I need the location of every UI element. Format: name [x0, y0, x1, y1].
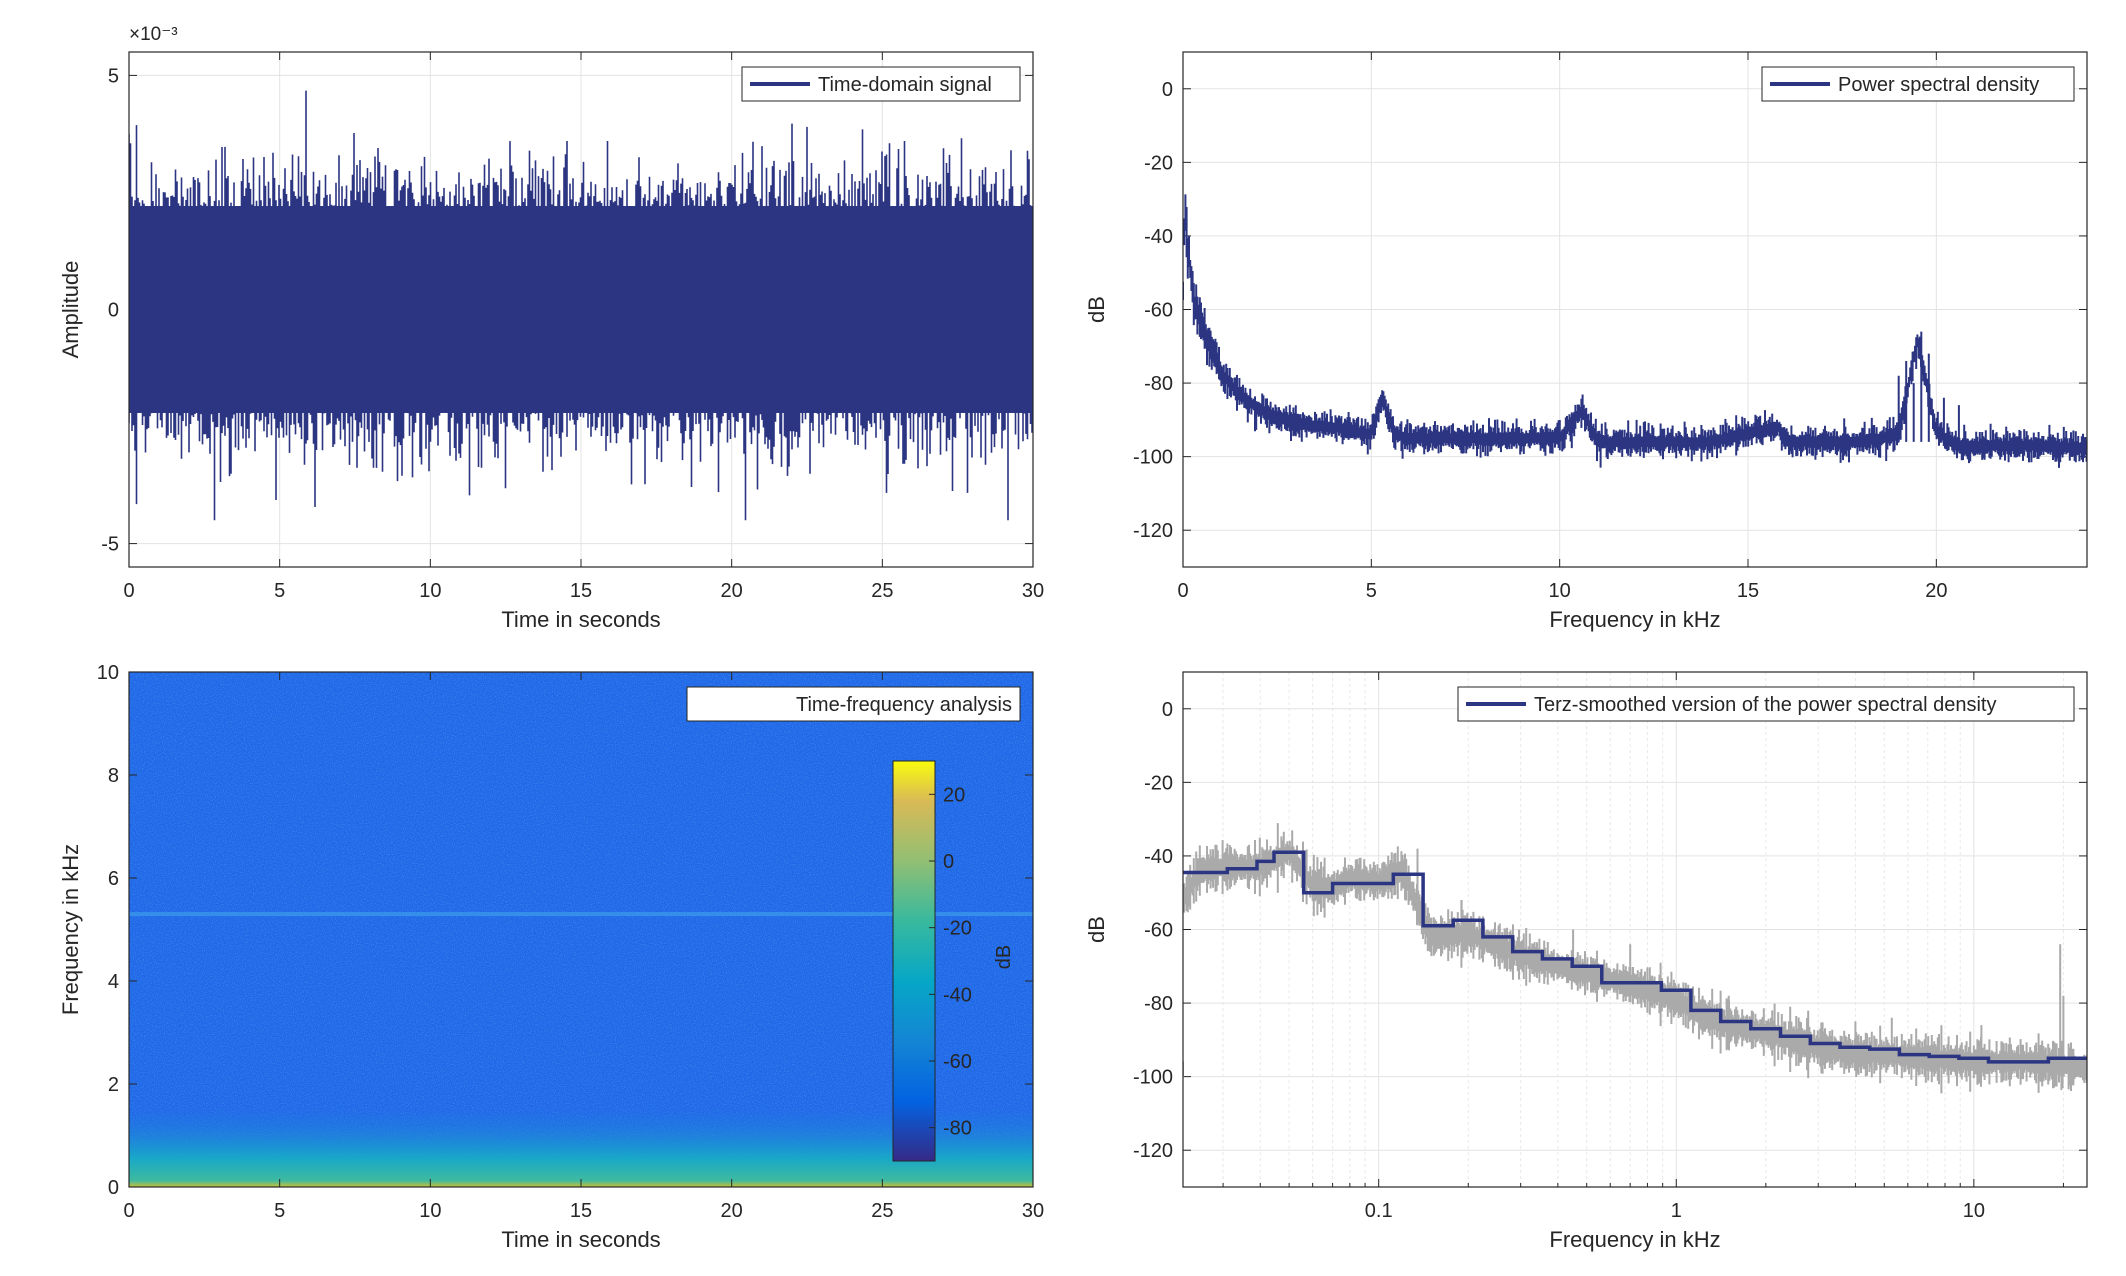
- y-tick-label: 5: [108, 65, 119, 87]
- x-axis-label: Time in seconds: [501, 1227, 660, 1252]
- x-axis-label: Frequency in kHz: [1549, 607, 1720, 632]
- y-tick-label: 0: [108, 300, 119, 322]
- colorbar-tick-label: 20: [943, 784, 965, 806]
- axes-box: [1182, 671, 2088, 1188]
- colorbar-tick-label: -20: [943, 918, 972, 940]
- x-tick-label: 10: [419, 1200, 441, 1222]
- y-tick-label: -80: [1144, 373, 1173, 395]
- y-tick-label: -40: [1144, 846, 1173, 868]
- legend-entry: Terz-smoothed version of the power spect…: [1534, 694, 1996, 716]
- terz-smoothed-line: [1183, 850, 2087, 1064]
- y-axis-label: Frequency in kHz: [58, 844, 83, 1015]
- x-tick-label: 0.1: [1365, 1200, 1393, 1222]
- y-tick-label: 2: [108, 1074, 119, 1096]
- axes-box: [128, 51, 1034, 568]
- x-tick-label: 15: [570, 1200, 592, 1222]
- y-tick-label: -20: [1144, 772, 1173, 794]
- y-tick-label: -60: [1144, 300, 1173, 322]
- legend-box: [686, 686, 1021, 722]
- x-tick-label: 10: [419, 580, 441, 602]
- x-tick-label: 5: [1366, 580, 1377, 602]
- colorbar-tick-label: -40: [943, 984, 972, 1006]
- x-tick-label: 5: [274, 1200, 285, 1222]
- x-tick-label: 25: [871, 580, 893, 602]
- y-tick-label: -20: [1144, 152, 1173, 174]
- signal-envelope: [129, 90, 1033, 521]
- x-tick-label: 0: [123, 1200, 134, 1222]
- x-tick-label: 20: [721, 580, 743, 602]
- y-tick-label: 8: [108, 765, 119, 787]
- colorbar-tick-label: -60: [943, 1051, 972, 1073]
- psd-panel: 0 5 10 15 20 0 -20 -40 -60 -80 -100 -120 Frequency i…: [1084, 51, 2088, 632]
- y-tick-label: -100: [1133, 1067, 1173, 1089]
- y-tick-label: -100: [1133, 447, 1173, 469]
- x-tick-label: 20: [1925, 580, 1947, 602]
- axes-box: [1182, 51, 2088, 568]
- x-tick-label: 0: [1177, 580, 1188, 602]
- x-axis-label: Frequency in kHz: [1549, 1227, 1720, 1252]
- x-tick-label: 10: [1963, 1200, 1985, 1222]
- legend-entry: Time-domain signal: [818, 74, 992, 96]
- psd-trace: [1183, 194, 2087, 468]
- y-tick-label: 0: [1162, 699, 1173, 721]
- spectrogram-panel: 0 5 10 15 20 25 30 0 2 4 6 8 10 Time in seconds Freque…: [58, 662, 1044, 1252]
- colorbar-label: dB: [993, 945, 1015, 969]
- axes-box: [128, 671, 1034, 1188]
- x-tick-label: 15: [570, 580, 592, 602]
- x-tick-label: 25: [871, 1200, 893, 1222]
- tone-line: [129, 912, 1033, 917]
- x-tick-label: 20: [721, 1200, 743, 1222]
- x-tick-label: 1: [1671, 1200, 1682, 1222]
- x-tick-label: 10: [1549, 580, 1571, 602]
- x-tick-label: 30: [1022, 1200, 1044, 1222]
- y-tick-label: -5: [101, 534, 119, 556]
- y-tick-label: 0: [108, 1177, 119, 1199]
- terz-smoothed-panel: 0.1 1 10 0 -20 -40 -60 -80 -100 -120 Frequency in …: [1084, 671, 2088, 1252]
- y-tick-label: -120: [1133, 1140, 1173, 1162]
- legend-entry: Time-frequency analysis: [796, 694, 1012, 716]
- x-tick-label: 15: [1737, 580, 1759, 602]
- y-exponent-label: ×10⁻³: [129, 24, 178, 45]
- time-domain-panel: 0 5 10 15 20 25 30 -5 0 5 Time in seconds Amplitude…: [58, 24, 1044, 632]
- y-tick-label: 4: [108, 971, 119, 993]
- y-tick-label: -60: [1144, 920, 1173, 942]
- low-frequency-band: [129, 1104, 1033, 1187]
- terz-traces: [1183, 823, 2087, 1094]
- x-axis-label: Time in seconds: [501, 607, 660, 632]
- y-tick-label: 10: [97, 662, 119, 684]
- colorbar-tick-label: 0: [943, 851, 954, 873]
- legend-box: [1457, 686, 2075, 722]
- y-tick-label: 6: [108, 868, 119, 890]
- y-axis-label: Amplitude: [58, 261, 83, 359]
- x-tick-label: 0: [123, 580, 134, 602]
- colorbar: [892, 760, 936, 1162]
- y-tick-label: -40: [1144, 226, 1173, 248]
- psd-line: [1183, 194, 2087, 468]
- y-tick-label: -120: [1133, 520, 1173, 542]
- y-axis-label: dB: [1084, 296, 1109, 323]
- y-axis-label: dB: [1084, 916, 1109, 943]
- colorbar-tick-label: -80: [943, 1118, 972, 1140]
- signal-trace: [129, 90, 1033, 521]
- x-tick-label: 5: [274, 580, 285, 602]
- y-tick-label: -80: [1144, 993, 1173, 1015]
- legend-entry: Power spectral density: [1838, 74, 2039, 96]
- spectrogram-noise: [129, 672, 1033, 1187]
- y-tick-label: 0: [1162, 79, 1173, 101]
- x-tick-label: 30: [1022, 580, 1044, 602]
